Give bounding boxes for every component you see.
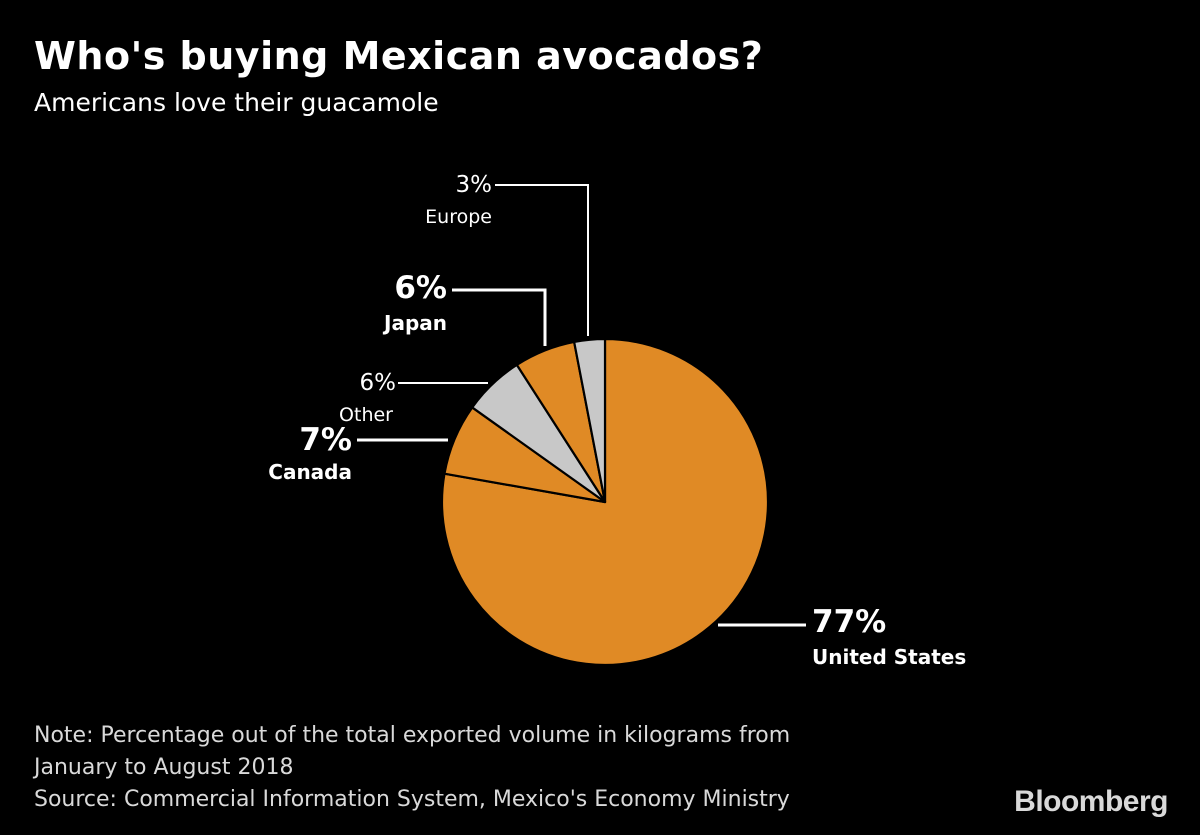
leader-line-europe <box>495 184 589 336</box>
note-line-1: Note: Percentage out of the total export… <box>34 723 791 748</box>
chart-subtitle: Americans love their guacamole <box>34 88 439 117</box>
pie-slices <box>440 337 770 667</box>
value-label-japan: 6% <box>394 270 447 306</box>
value-label-united-states: 77% <box>812 604 886 640</box>
value-label-europe: 3% <box>456 172 493 198</box>
value-label-other: 6% <box>360 370 397 396</box>
chart-title: Who's buying Mexican avocados? <box>34 34 764 78</box>
leader-line-japan <box>452 288 547 346</box>
category-label-other: Other <box>339 404 393 426</box>
category-label-japan: Japan <box>382 311 447 335</box>
leader-lines <box>357 184 806 627</box>
source-line: Source: Commercial Information System, M… <box>34 787 790 812</box>
category-label-europe: Europe <box>425 206 492 228</box>
slice-labels: 77% United States 7%Canada 6% Other 6% Japan 3%… <box>268 172 966 669</box>
chart-note: Note: Percentage out of the total export… <box>34 720 790 816</box>
bloomberg-logo: Bloomberg <box>1014 785 1168 818</box>
category-label-canada: Canada <box>268 460 352 484</box>
note-line-2: January to August 2018 <box>34 755 294 780</box>
value-label-canada: 7% <box>299 422 352 458</box>
category-label-united-states: United States <box>812 645 966 669</box>
pie-slice-europe <box>573 337 607 504</box>
